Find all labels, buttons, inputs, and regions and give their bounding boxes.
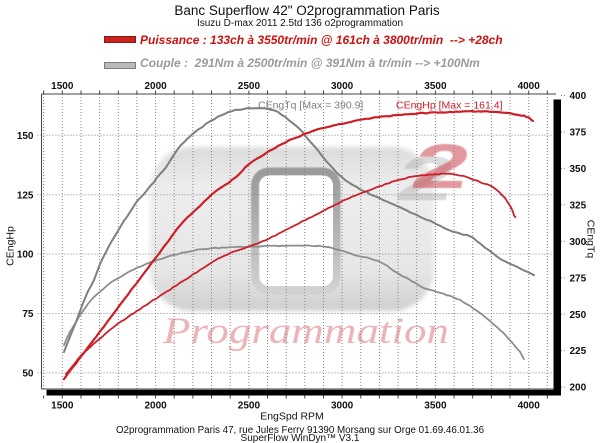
svg-text:4000: 4000: [518, 401, 541, 412]
svg-text:CEngHp: CEngHp: [5, 226, 17, 266]
svg-text:400: 400: [570, 91, 587, 102]
svg-text:50: 50: [22, 369, 34, 380]
svg-text:CEngTq [Max = 390.9]: CEngTq [Max = 390.9]: [258, 100, 363, 112]
svg-text:2500: 2500: [238, 401, 261, 412]
svg-text:3000: 3000: [331, 401, 354, 412]
svg-text:225: 225: [570, 346, 587, 357]
svg-text:3000: 3000: [331, 81, 354, 92]
svg-text:350: 350: [570, 164, 587, 175]
svg-text:1500: 1500: [51, 81, 74, 92]
svg-text:3500: 3500: [424, 81, 447, 92]
svg-text:2500: 2500: [238, 81, 261, 92]
svg-text:CEngHp [Max = 161.4]: CEngHp [Max = 161.4]: [396, 100, 503, 112]
svg-text:150: 150: [17, 131, 34, 142]
svg-text:100: 100: [17, 250, 34, 261]
svg-text:2000: 2000: [144, 81, 167, 92]
svg-text:3500: 3500: [424, 401, 447, 412]
svg-text:Programmation: Programmation: [162, 311, 449, 352]
svg-text:2000: 2000: [144, 401, 167, 412]
svg-text:275: 275: [570, 273, 587, 284]
svg-text:325: 325: [570, 200, 587, 211]
svg-text:1500: 1500: [51, 401, 74, 412]
svg-text:CEngTq: CEngTq: [585, 220, 597, 259]
svg-text:4000: 4000: [518, 81, 541, 92]
svg-text:75: 75: [22, 309, 34, 320]
svg-text:250: 250: [570, 310, 587, 321]
svg-text:EngSpd RPM: EngSpd RPM: [260, 411, 324, 423]
svg-text:125: 125: [17, 190, 34, 201]
svg-text:200: 200: [570, 383, 587, 394]
svg-text:375: 375: [570, 128, 587, 139]
svg-text:300: 300: [570, 237, 587, 248]
